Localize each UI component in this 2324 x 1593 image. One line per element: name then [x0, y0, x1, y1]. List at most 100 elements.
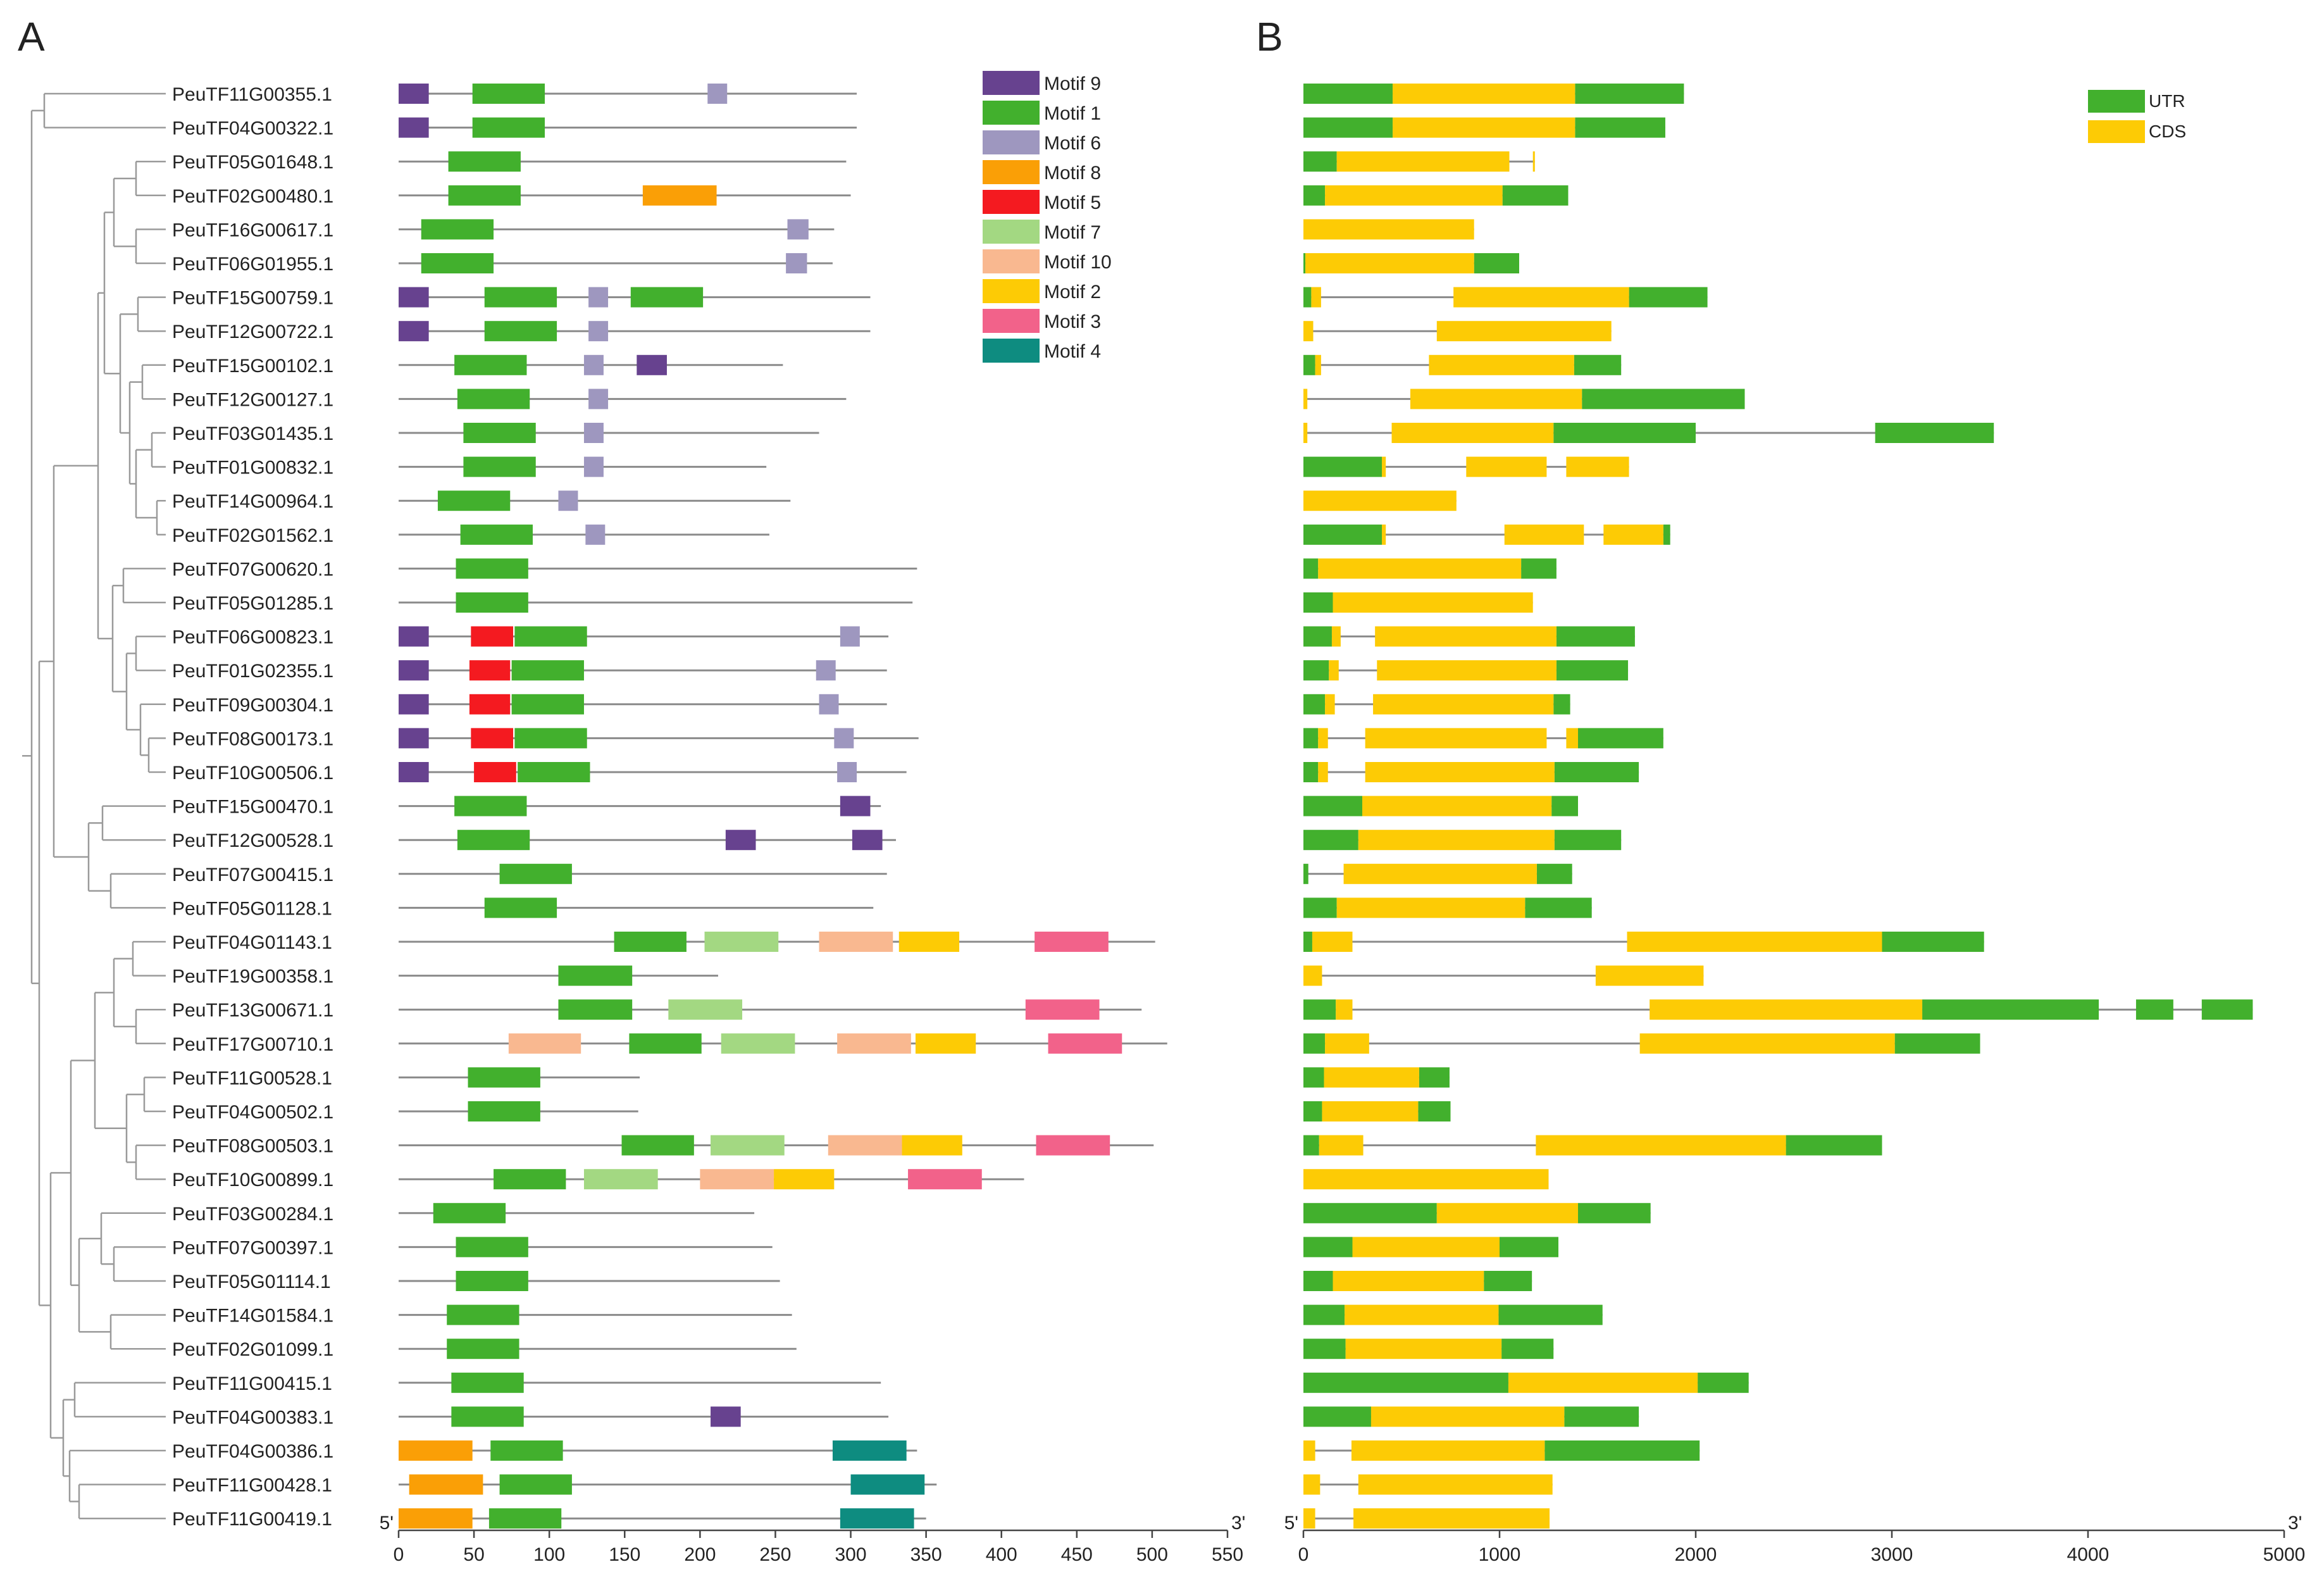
gene-label: PeuTF04G00502.1 [172, 1102, 333, 1123]
gene-label: PeuTF02G00480.1 [172, 186, 333, 207]
motif-axis: 0 50 100 150 200 250 300 350 400 450 500 550 5' 3' [380, 1513, 1246, 1565]
motif-1-box [468, 1101, 540, 1121]
cds-segment [1504, 524, 1584, 545]
gene-label: PeuTF17G00710.1 [172, 1034, 333, 1055]
motif-10-box [819, 932, 893, 952]
motif-7-box [583, 1169, 658, 1190]
motif-panel [399, 84, 1167, 1529]
motif-1-box [511, 694, 584, 715]
utr-segment [1303, 1372, 1508, 1393]
utr-segment [1554, 830, 1622, 851]
utr-segment [1484, 1271, 1532, 1291]
motif-5-box [469, 694, 511, 715]
cds-segment [1336, 151, 1510, 172]
gene-label: PeuTF05G01285.1 [172, 593, 333, 614]
utr-segment [1553, 694, 1570, 715]
utr-segment [1303, 1135, 1319, 1156]
cds-segment [1391, 423, 1554, 443]
cds-segment [1303, 1169, 1549, 1190]
cds-segment [1315, 354, 1321, 375]
motif-9-box [399, 660, 429, 681]
motif-1-box [630, 287, 704, 308]
motif-1-box [484, 287, 557, 308]
motif-1-box [463, 456, 536, 477]
utr-segment [1419, 1067, 1450, 1088]
motif-6-box [585, 524, 606, 545]
utr-segment [1564, 1406, 1639, 1427]
gene-label: PeuTF12G00528.1 [172, 830, 333, 851]
motif-1-box [457, 389, 530, 409]
axis-tick-label: 0 [394, 1544, 404, 1565]
cds-segment [1370, 1406, 1565, 1427]
utr-segment [1575, 84, 1684, 104]
motif-1-box [447, 1339, 519, 1359]
axis-start-label: 5' [380, 1513, 394, 1534]
cds-segment [1393, 84, 1575, 104]
axis-tick-label: 550 [1212, 1544, 1243, 1565]
gene-label: PeuTF02G01562.1 [172, 525, 333, 546]
utr-segment [1303, 626, 1332, 647]
motif-1-box [421, 253, 494, 273]
motif-1-box [460, 524, 533, 545]
gene-label: PeuTF15G00102.1 [172, 356, 333, 377]
motif-1-box [456, 1237, 528, 1258]
motif-1-box [451, 1406, 524, 1427]
cds-segment [1336, 999, 1353, 1020]
utr-segment [1502, 185, 1569, 206]
cds-segment [1466, 456, 1547, 477]
cds-segment [1358, 830, 1555, 851]
gene-label: PeuTF11G00428.1 [172, 1475, 332, 1496]
utr-segment [1303, 1406, 1371, 1427]
legend-swatch-motif-6 [983, 130, 1040, 154]
motif-10-box [828, 1135, 902, 1156]
cds-segment [1436, 321, 1612, 342]
motif-legend: Motif 9 Motif 1 Motif 6 Motif 8 Motif 5 Motif… [983, 71, 1112, 363]
cds-segment [1532, 151, 1535, 172]
utr-segment [1303, 728, 1319, 749]
utr-segment [1303, 592, 1333, 613]
gene-structure-panel [1303, 84, 2253, 1529]
motif-1-box [499, 863, 572, 884]
cds-segment [1453, 287, 1629, 308]
motif-2-box [774, 1169, 835, 1190]
utr-segment [2201, 999, 2253, 1020]
cds-segment [1324, 1067, 1419, 1088]
motif-1-box [448, 185, 521, 206]
motif-3-box [1025, 999, 1100, 1020]
cds-segment [1362, 796, 1552, 816]
cds-segment [1325, 694, 1335, 715]
gene-label: PeuTF16G00617.1 [172, 220, 333, 241]
cds-segment [1393, 117, 1575, 138]
legend-swatch-motif-4 [983, 339, 1040, 363]
motif-1-box [472, 117, 545, 138]
utr-segment [2135, 999, 2173, 1020]
utr-segment [1303, 830, 1358, 851]
axis-tick-label: 4000 [2067, 1544, 2110, 1565]
axis-tick-label: 350 [910, 1544, 942, 1565]
motif-1-box [488, 1508, 562, 1529]
axis-tick-label: 0 [1298, 1544, 1309, 1565]
cds-segment [1325, 185, 1503, 206]
gene-label: PeuTF15G00759.1 [172, 288, 333, 309]
motif-8-box [409, 1474, 483, 1495]
structure-legend: UTR CDS [2088, 90, 2186, 143]
cds-segment [1627, 932, 1882, 952]
utr-segment [1303, 1339, 1346, 1359]
gene-label: PeuTF03G01435.1 [172, 423, 333, 444]
gene-label: PeuTF11G00528.1 [172, 1068, 332, 1089]
utr-segment [1536, 863, 1572, 884]
legend-swatch-cds [2088, 120, 2145, 143]
cds-segment [1365, 762, 1555, 782]
motif-3-box [1035, 932, 1109, 952]
legend-label-motif-1: Motif 1 [1044, 103, 1101, 124]
motif-8-box [399, 1440, 473, 1461]
phylogenetic-tree [22, 92, 166, 1520]
motif-3-box [908, 1169, 982, 1190]
gene-label: PeuTF08G00173.1 [172, 728, 333, 749]
utr-segment [1303, 151, 1337, 172]
motif-2-box [902, 1135, 962, 1156]
motif-9-box [725, 830, 756, 851]
motif-1-box [456, 1271, 528, 1291]
utr-segment [1698, 1372, 1749, 1393]
cds-segment [1303, 1508, 1315, 1529]
